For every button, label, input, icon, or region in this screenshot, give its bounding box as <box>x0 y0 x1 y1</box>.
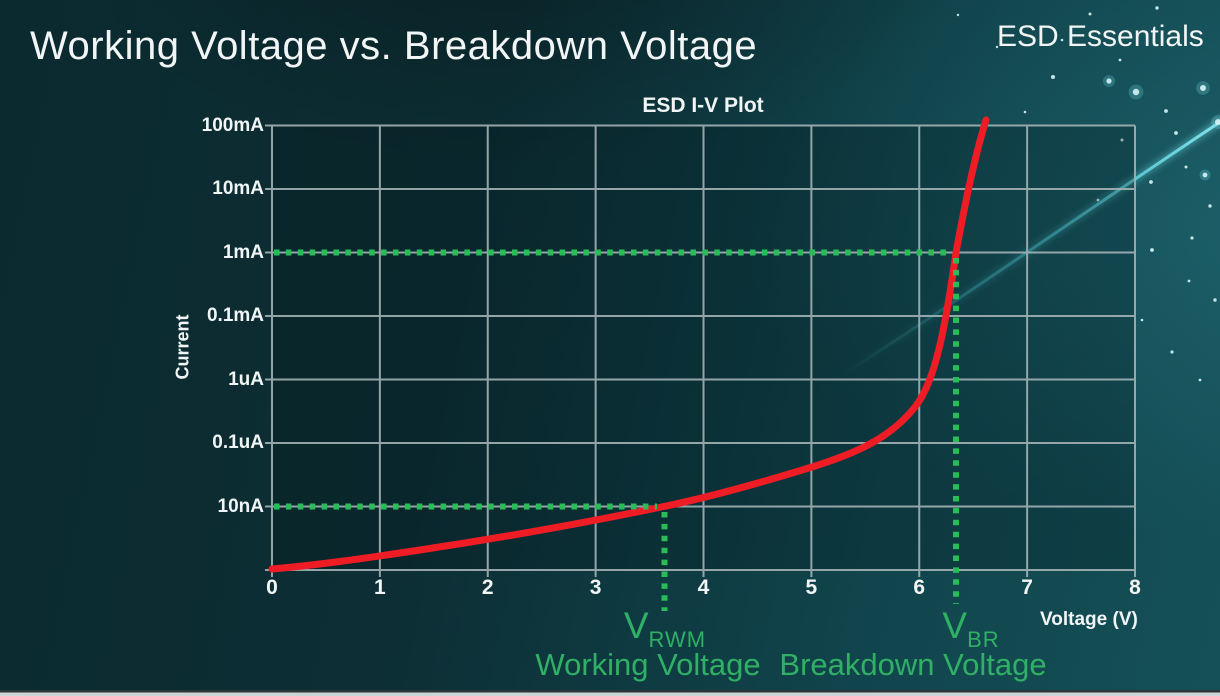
y-tick-label: 10nA <box>217 495 264 517</box>
vrwm-subscript: RWM <box>648 627 707 652</box>
x-tick-label: 4 <box>697 576 710 599</box>
x-tick-label: 5 <box>805 576 818 599</box>
y-tick-label: 1uA <box>228 368 264 390</box>
star-dots <box>956 6 1220 382</box>
x-tick-label: 1 <box>374 576 386 599</box>
vbr-annotation: VBR <box>869 606 1073 660</box>
brand-logo-text: ESD Essentials <box>997 20 1204 53</box>
vbr-subscript: BR <box>967 627 1000 652</box>
x-tick-label: 6 <box>913 576 926 599</box>
bottom-edge-strip <box>0 690 1220 696</box>
chart-title: ESD I-V Plot <box>642 94 764 117</box>
y-tick-label: 100mA <box>201 114 264 136</box>
x-tick-label: 3 <box>589 576 602 599</box>
x-axis-label: Voltage (V) <box>1040 609 1138 630</box>
background-streak <box>839 117 1220 379</box>
x-tick-label: 8 <box>1129 576 1141 599</box>
vrwm-symbol: V <box>623 605 649 646</box>
grid-lines <box>265 124 1136 577</box>
y-tick-label: 0.1mA <box>206 305 264 326</box>
working-voltage-caption: Working Voltage <box>535 647 761 682</box>
vrwm-annotation: VRWM <box>563 606 767 660</box>
y-tick-label: 0.1uA <box>212 432 264 453</box>
page-title: Working Voltage vs. Breakdown Voltage <box>30 24 758 68</box>
breakdown-voltage-caption: Breakdown Voltage <box>779 647 1047 682</box>
y-tick-label: 10mA <box>212 178 264 199</box>
vbr-symbol: V <box>942 605 968 646</box>
iv-curve-series <box>268 116 990 573</box>
x-tick-label: 2 <box>481 576 494 599</box>
x-tick-label: 0 <box>266 576 278 599</box>
y-tick-label: 1mA <box>222 241 264 263</box>
x-tick-label: 7 <box>1021 576 1033 599</box>
